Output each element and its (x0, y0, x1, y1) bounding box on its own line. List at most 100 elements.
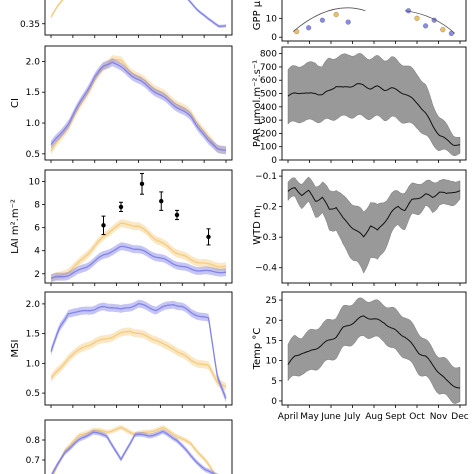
series-line-1 (50, 303, 227, 399)
y-tick-label: 6 (34, 224, 40, 234)
y-tick-label: 0.5 (26, 150, 40, 160)
x-tick-label: Nov (430, 412, 448, 422)
y-tick-label: 0.7 (26, 456, 40, 466)
data-point (159, 198, 164, 204)
y-tick-label: 15 (266, 336, 277, 346)
mean-line (287, 315, 461, 389)
x-tick-label: Sept (385, 412, 406, 422)
axes-frame (44, 0, 233, 36)
series-line-0 (50, 222, 227, 279)
axes-frame (281, 0, 467, 42)
series-band-1 (51, 299, 226, 403)
y-tick-label: 0 (271, 33, 277, 43)
fit-curve (292, 7, 366, 32)
series-line-1 (187, 0, 227, 27)
plot-area (50, 172, 227, 283)
y-tick-label: −0.1 (255, 172, 277, 182)
scatter-point (333, 12, 339, 18)
series-line-1 (50, 61, 227, 151)
series-band-1 (51, 242, 226, 283)
y-axis-label: CI (10, 98, 21, 108)
y-tick-label: 0.35 (20, 20, 40, 30)
y-axis-label: Temp °C (252, 328, 263, 371)
x-tick-label: July (343, 412, 361, 422)
scatter-point (319, 17, 325, 23)
series-line-0 (52, 426, 216, 474)
x-tick-label: April (278, 412, 299, 422)
panel-p_temp: 0 5 10 15 20 25 April May June July Aug Sept Oct Nov D… (252, 291, 469, 422)
uncertainty-band (287, 297, 461, 404)
y-tick-label: 400 (260, 103, 277, 113)
panel-p_wtd: −0.4 −0.3 −0.2 −0.1 WTD m (252, 169, 467, 286)
y-tick-label: 20 (266, 316, 278, 326)
y-tick-label: 8 (34, 201, 40, 211)
x-tick-label: June (320, 412, 341, 422)
scatter-point (448, 30, 454, 36)
y-tick-label: 500 (260, 90, 277, 100)
x-tick-label: Oct (409, 412, 425, 422)
y-tick-label: 25 (266, 296, 277, 306)
y-tick-label: −0.3 (255, 233, 277, 243)
y-tick-label: 1.5 (26, 88, 40, 98)
y-axis-label: LAI m².m⁻² (10, 199, 21, 254)
panel-p_ci: 0.5 1.0 1.5 2.0 CI (10, 45, 233, 163)
y-tick-label: 800 (260, 50, 277, 60)
series-line-1 (50, 245, 227, 280)
scatter-point (345, 19, 351, 25)
axes-frame (44, 419, 233, 474)
mean-line (287, 83, 461, 146)
plot-area (292, 7, 456, 36)
plot-area (287, 53, 461, 157)
x-tick-label: May (300, 412, 319, 422)
plot-area (287, 297, 461, 404)
x-tick-label: Aug (365, 412, 383, 422)
scatter-point (423, 23, 429, 29)
y-tick-label: −0.2 (255, 203, 277, 213)
series-line-0 (50, 330, 227, 388)
data-point (174, 212, 180, 218)
uncertainty-band (287, 176, 461, 274)
y-tick-label: 10 (266, 357, 278, 367)
series-line-0 (50, 58, 227, 152)
panel-p_lai: 2 4 6 8 10 LAI m².m⁻² (10, 169, 233, 286)
y-axis-label: WTD m (252, 208, 263, 245)
plot-area (287, 176, 461, 274)
y-tick-label: 600 (260, 76, 277, 86)
y-tick-label: −0.4 (255, 264, 277, 274)
panel-p_bottom_left: 0.60.70.8 (26, 419, 233, 474)
y-tick-label: 1.0 (26, 359, 41, 369)
scatter-point (440, 27, 446, 33)
y-tick-label: 10 (266, 14, 278, 24)
data-point (139, 181, 145, 187)
y-tick-label: 10 (29, 178, 41, 188)
data-point (101, 223, 106, 228)
plot-area (50, 55, 227, 155)
series-band-0 (52, 425, 217, 474)
series-line-0 (50, 0, 64, 18)
scatter-point (306, 25, 312, 31)
y-tick-label: 4 (34, 247, 40, 257)
scatter-point (414, 15, 420, 21)
data-point (118, 204, 124, 210)
y-axis-label: MSI (10, 340, 21, 358)
y-tick-label: 1.0 (26, 119, 41, 129)
y-tick-label: 0 (271, 397, 277, 407)
y-tick-label: 200 (260, 129, 277, 139)
y-tick-label: 0.5 (26, 389, 40, 399)
axes-frame (44, 45, 233, 161)
y-tick-label: 300 (260, 116, 277, 126)
y-tick-label: 2.0 (26, 300, 41, 310)
panel-p_msi: 0.5 1.0 1.5 2.0 MSI (10, 291, 233, 408)
y-axis-label: PAR μmol.m⁻².s⁻¹ (252, 60, 263, 147)
y-tick-label: 0 (271, 156, 277, 166)
series-band-1 (51, 58, 226, 155)
fit-curve (404, 10, 456, 34)
plot-area (50, 299, 227, 403)
y-tick-label: 0.8 (26, 436, 41, 446)
y-axis-label: GPP μ (252, 0, 263, 30)
mean-line (287, 187, 461, 238)
panel-p_top_left: 0.35 (20, 0, 233, 38)
series-band-1 (187, 0, 226, 28)
y-tick-label: 700 (260, 63, 277, 73)
